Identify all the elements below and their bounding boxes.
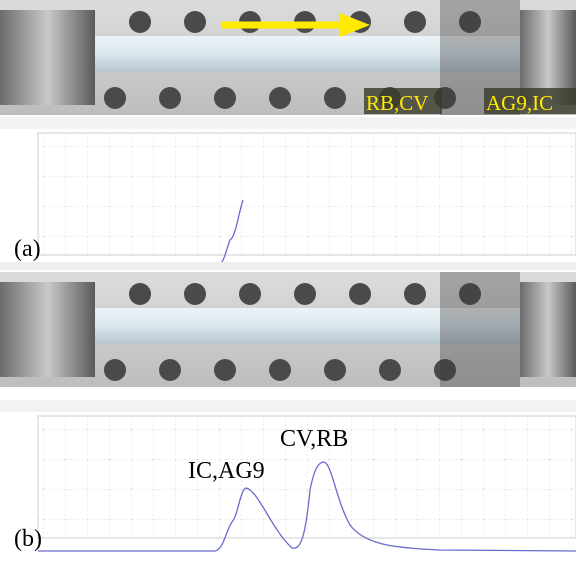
label-box: [484, 88, 576, 114]
trace-b: [38, 461, 576, 552]
peak-label: CV,RB: [280, 426, 348, 452]
photo-bottom: [0, 272, 576, 387]
arrow-head: [340, 13, 370, 37]
panel-label: (b): [14, 526, 42, 552]
zone-label: AG9,IC: [486, 91, 553, 115]
zone-label: RB,CV: [366, 91, 428, 115]
peak-label: IC,AG9: [188, 458, 265, 484]
label-box: [364, 88, 442, 114]
panel-label: (a): [14, 236, 41, 262]
status-bar: [0, 262, 576, 270]
chart-b: [0, 399, 576, 539]
chart-a: [0, 116, 576, 256]
